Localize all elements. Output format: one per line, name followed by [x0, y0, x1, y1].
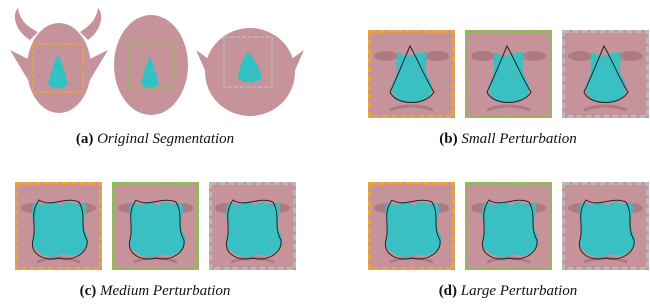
eye — [425, 51, 449, 61]
eye — [568, 51, 592, 61]
caption-text: Large Perturbation — [460, 283, 578, 299]
caption: (a) Original Segmentation — [76, 131, 234, 147]
horn — [15, 8, 38, 40]
ear — [88, 50, 108, 80]
caption-label: (a) — [76, 131, 94, 147]
ear — [10, 50, 30, 80]
render-crop — [209, 182, 296, 270]
eye — [374, 51, 398, 61]
caption: (d) Large Perturbation — [439, 283, 578, 299]
eye — [522, 51, 546, 61]
segmentation — [385, 202, 441, 257]
render-crop — [562, 182, 649, 270]
caption-label: (c) — [80, 283, 97, 299]
render-crop — [368, 30, 455, 118]
eye — [471, 51, 495, 61]
render-crop — [562, 30, 649, 118]
caption-label: (b) — [439, 131, 457, 147]
segmentation — [226, 202, 282, 257]
caption-text: Small Perturbation — [461, 131, 576, 147]
render-crop — [368, 182, 455, 270]
segmentation — [32, 202, 88, 257]
render-crop — [112, 182, 199, 270]
caption-text: Medium Perturbation — [99, 283, 230, 299]
segmentation — [579, 202, 635, 257]
horn — [80, 8, 101, 40]
caption-text: Original Segmentation — [97, 131, 234, 147]
render-crop — [465, 182, 552, 270]
caption: (b) Small Perturbation — [439, 131, 577, 147]
render-crop — [465, 30, 552, 118]
caption-label: (d) — [439, 283, 457, 299]
render-crop — [15, 182, 102, 270]
eye — [619, 51, 643, 61]
figure: (a) Original Segmentation (b) Small Pertu… — [0, 0, 650, 306]
segmentation — [129, 202, 185, 257]
heads — [10, 8, 304, 116]
caption: (c) Medium Perturbation — [80, 283, 231, 299]
segmentation — [482, 202, 538, 257]
